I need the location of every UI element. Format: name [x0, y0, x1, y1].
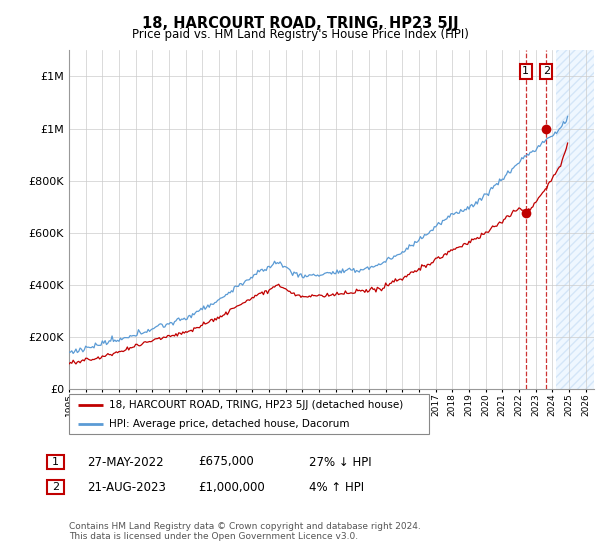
Text: 4% ↑ HPI: 4% ↑ HPI [309, 480, 364, 494]
Text: 21-AUG-2023: 21-AUG-2023 [87, 480, 166, 494]
Bar [556, 50, 594, 389]
Text: 1: 1 [52, 457, 59, 467]
Text: 1: 1 [522, 66, 529, 76]
Text: HPI: Average price, detached house, Dacorum: HPI: Average price, detached house, Daco… [109, 419, 349, 429]
Text: 18, HARCOURT ROAD, TRING, HP23 5JJ (detached house): 18, HARCOURT ROAD, TRING, HP23 5JJ (deta… [109, 400, 403, 409]
Text: £675,000: £675,000 [198, 455, 254, 469]
Text: 18, HARCOURT ROAD, TRING, HP23 5JJ: 18, HARCOURT ROAD, TRING, HP23 5JJ [142, 16, 458, 31]
Bar [556, 50, 594, 389]
Text: 27% ↓ HPI: 27% ↓ HPI [309, 455, 371, 469]
Text: £1,000,000: £1,000,000 [198, 480, 265, 494]
Text: 2: 2 [543, 66, 550, 76]
Text: Price paid vs. HM Land Registry's House Price Index (HPI): Price paid vs. HM Land Registry's House … [131, 28, 469, 41]
Text: 2: 2 [52, 482, 59, 492]
Text: Contains HM Land Registry data © Crown copyright and database right 2024.
This d: Contains HM Land Registry data © Crown c… [69, 522, 421, 542]
Text: 27-MAY-2022: 27-MAY-2022 [87, 455, 164, 469]
